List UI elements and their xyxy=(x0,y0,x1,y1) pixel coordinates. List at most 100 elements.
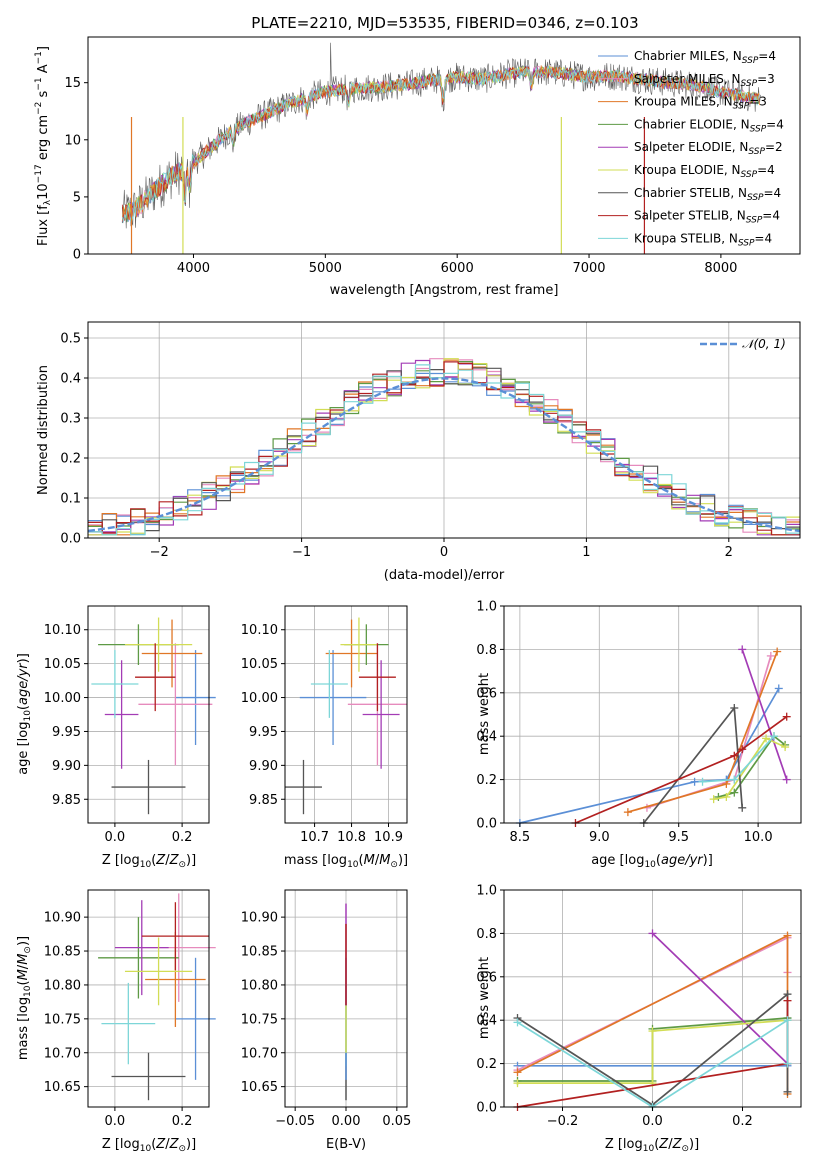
y-tick-label: 0.6 xyxy=(476,686,497,701)
y-tick-label: 10.85 xyxy=(44,945,81,960)
y-tick-label: 5 xyxy=(73,190,81,205)
y-tick-label: 9.90 xyxy=(52,759,81,774)
residual-x-label: (data-model)/error xyxy=(384,568,505,583)
weight-age-y-label: mass weight xyxy=(477,673,492,755)
x-tick-label: 0.05 xyxy=(382,1114,411,1129)
y-tick-label: 0.5 xyxy=(60,332,81,347)
y-tick-label: 10.70 xyxy=(241,1046,278,1061)
age-z-ticks: 0.0 0.2 9.85 9.90 9.95 10.00 10.05 10.10 xyxy=(44,623,193,845)
weight-age-x-label: age [log10(age/yr)] xyxy=(591,853,713,870)
weight-line xyxy=(575,716,788,824)
legend-label: Chabrier STELIB, NSSP=4 xyxy=(634,186,781,203)
weight-line xyxy=(517,1019,788,1084)
age-mass-ticks: 10.7 10.8 10.9 9.85 9.90 9.95 10.00 10.05 10.10 xyxy=(241,623,403,845)
x-tick-label: −1 xyxy=(292,545,311,560)
residual-axis-ticks: −2 −1 0 1 2 0.0 0.1 0.2 0.3 0.4 0.5 xyxy=(60,332,733,561)
x-tick-label: 8.5 xyxy=(510,830,531,845)
x-tick-label: 4000 xyxy=(177,261,210,276)
y-tick-label: 0.4 xyxy=(476,730,497,745)
spectrum-legend: Chabrier MILES, NSSP=4 Salpeter MILES, NS… xyxy=(598,49,784,248)
x-tick-label: −0.2 xyxy=(547,1114,579,1129)
legend-label: Salpeter STELIB, NSSP=4 xyxy=(634,209,780,226)
y-tick-label: 0.0 xyxy=(60,532,81,547)
age-vs-metallicity-panel: 0.0 0.2 9.85 9.90 9.95 10.00 10.05 10.10 Z [log… xyxy=(16,605,216,870)
weight-line xyxy=(713,737,786,800)
y-tick-label: 0.2 xyxy=(476,773,497,788)
spectrum-line xyxy=(121,66,760,222)
y-tick-label: 0 xyxy=(73,248,81,263)
spectrum-panel: 4000 5000 6000 7000 8000 0 5 10 15 wavelength [A… xyxy=(34,36,801,298)
weight-line xyxy=(651,932,789,1065)
x-tick-label: 0.2 xyxy=(172,1114,193,1129)
y-tick-label: 10.05 xyxy=(44,657,81,672)
weight-age-ticks: 8.5 9.0 9.5 10.0 0.0 0.2 0.4 0.6 0.8 1.0 xyxy=(476,600,772,846)
legend-label: Salpeter ELODIE, NSSP=2 xyxy=(634,140,783,157)
y-tick-label: 10.00 xyxy=(241,691,278,706)
age-z-x-label: Z [log10(Z/Z⊙)] xyxy=(102,853,196,870)
y-tick-label: 10.75 xyxy=(44,1012,81,1027)
mass-vs-extinction-panel: −0.05 0.00 0.05 10.65 10.70 10.75 10.80 10.85 10… xyxy=(241,889,412,1152)
mass-z-ticks: 0.0 0.2 10.65 10.70 10.75 10.80 10.85 10.90 xyxy=(44,911,193,1129)
weight-line xyxy=(519,688,780,824)
mass-ebv-ticks: −0.05 0.00 0.05 10.65 10.70 10.75 10.80 10.85 10… xyxy=(241,911,412,1129)
y-tick-label: 10.70 xyxy=(44,1046,81,1061)
x-tick-label: 0 xyxy=(440,545,448,560)
y-tick-label: 1.0 xyxy=(476,884,497,899)
spectrum-y-label: Flux [fλ10−17 erg cm−2 s−1 A−1] xyxy=(34,46,53,246)
mass-ebv-x-label: E(B-V) xyxy=(326,1137,366,1152)
weight-z-lines xyxy=(513,929,792,1111)
spectrum-x-label: wavelength [Angstrom, rest frame] xyxy=(330,283,559,298)
y-tick-label: 9.95 xyxy=(52,725,81,740)
x-tick-label: 10.0 xyxy=(744,830,773,845)
legend-label: Salpeter MILES, NSSP=3 xyxy=(634,72,775,89)
y-tick-label: 10.00 xyxy=(44,691,81,706)
y-tick-label: 10.80 xyxy=(241,978,278,993)
y-tick-label: 0.3 xyxy=(60,412,81,427)
residual-histogram xyxy=(88,364,800,536)
y-tick-label: 9.85 xyxy=(52,793,81,808)
x-tick-label: 10.7 xyxy=(300,830,329,845)
y-tick-label: 10.90 xyxy=(44,911,81,926)
y-tick-label: 10.65 xyxy=(241,1080,278,1095)
x-tick-label: 2 xyxy=(725,545,733,560)
legend-label: Kroupa STELIB, NSSP=4 xyxy=(634,231,772,248)
weight-line xyxy=(741,649,788,780)
mass-vs-metallicity-panel: 0.0 0.2 10.65 10.70 10.75 10.80 10.85 10.90 Z [… xyxy=(16,889,216,1154)
x-tick-label: −0.05 xyxy=(275,1114,315,1129)
normal-curve xyxy=(87,377,801,533)
weight-vs-age-panel: 8.5 9.0 9.5 10.0 0.0 0.2 0.4 0.6 0.8 1.0 age [log… xyxy=(476,600,802,870)
y-tick-label: 1.0 xyxy=(476,600,497,615)
weight-z-y-label: mass weight xyxy=(477,957,492,1039)
residual-histogram xyxy=(88,361,800,536)
y-tick-label: 10.05 xyxy=(241,657,278,672)
y-tick-label: 0.8 xyxy=(476,643,497,658)
spectrum-lines xyxy=(121,42,761,254)
age-vs-mass-panel: 10.7 10.8 10.99.859.909.9510.0010.0510.10 … xyxy=(241,605,408,870)
y-tick-label: 10.85 xyxy=(241,945,278,960)
y-tick-label: 10.75 xyxy=(241,1012,278,1027)
y-tick-label: 15 xyxy=(64,76,81,91)
x-tick-label: 0.2 xyxy=(732,1114,753,1129)
x-tick-label: 0.0 xyxy=(105,830,126,845)
x-tick-label: 0.2 xyxy=(172,830,193,845)
weight-age-lines xyxy=(515,645,791,827)
mass-z-y-label: mass [log10(M/M⊙)] xyxy=(16,936,33,1060)
y-tick-label: 0.1 xyxy=(60,492,81,507)
age-mass-errorbars xyxy=(285,617,407,815)
y-tick-label: 0.4 xyxy=(60,372,81,387)
residual-panel: −2 −1 0 1 2 0.0 0.1 0.2 0.3 0.4 0.5 (data-model)/e… xyxy=(36,321,801,583)
weight-z-ticks: −0.2 0.0 0.2 0.0 0.2 0.4 0.6 0.8 1.0 xyxy=(476,884,753,1130)
normal-legend-label: 𝒩(0, 1) xyxy=(742,337,786,351)
mass-z-errorbars xyxy=(98,893,216,1101)
y-tick-label: 10.90 xyxy=(241,911,278,926)
spectrum-axis-ticks: 4000 5000 6000 7000 8000 0 5 10 15 xyxy=(64,76,737,276)
x-tick-label: 6000 xyxy=(441,261,474,276)
age-z-y-label: age [log10(age/yr)] xyxy=(16,653,33,775)
y-tick-label: 0.6 xyxy=(476,970,497,985)
y-tick-label: 0.2 xyxy=(60,452,81,467)
y-tick-label: 0.2 xyxy=(476,1057,497,1072)
residual-legend: 𝒩(0, 1) xyxy=(700,337,786,351)
x-tick-label: 0.0 xyxy=(642,1114,663,1129)
legend-label: Chabrier ELODIE, NSSP=4 xyxy=(634,117,784,134)
